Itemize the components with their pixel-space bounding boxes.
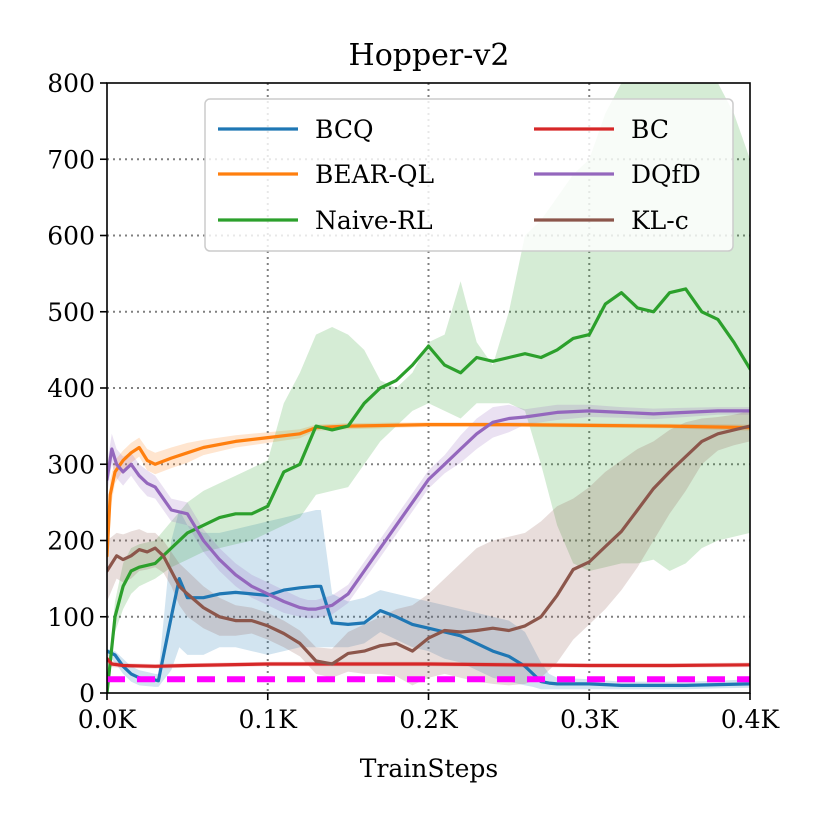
- axis-ticks: 0.0K 0.1K 0.2K 0.3K 0.4K 0 100 200 300 400 500 600 7…: [47, 69, 780, 734]
- y-tick-label: 700: [47, 145, 95, 174]
- x-tick-label: 0.4K: [721, 705, 781, 734]
- legend-label-bc: BC: [631, 115, 669, 144]
- y-tick-label: 100: [47, 603, 95, 632]
- line-bcq: [107, 576, 750, 688]
- line-dqfd: [107, 409, 750, 611]
- x-tick-label: 0.1K: [239, 705, 299, 734]
- line-bear-ql: [107, 423, 750, 558]
- legend-label-naive-rl: Naive-RL: [315, 206, 433, 235]
- band-bcq: [107, 510, 750, 690]
- chart-title: Hopper-v2: [349, 38, 510, 73]
- legend: BCQ BEAR-QL Naive-RL BC DQfD KL-c: [204, 98, 734, 252]
- legend-label-bcq: BCQ: [315, 115, 373, 144]
- line-bc: [107, 657, 750, 668]
- y-tick-label: 500: [47, 298, 95, 327]
- legend-label-kl-c: KL-c: [631, 206, 689, 235]
- y-tick-label: 600: [47, 222, 95, 251]
- y-tick-label: 0: [79, 679, 95, 708]
- legend-label-dqfd: DQfD: [631, 160, 701, 189]
- legend-label-bear-ql: BEAR-QL: [315, 160, 434, 189]
- band-kl-c: [107, 410, 750, 686]
- y-tick-label: 800: [47, 69, 95, 98]
- x-axis-label: TrainSteps: [360, 754, 498, 783]
- line-naive-rl: [107, 287, 750, 693]
- x-tick-label: 0.0K: [78, 705, 138, 734]
- y-tick-label: 200: [47, 527, 95, 556]
- x-tick-label: 0.3K: [560, 705, 620, 734]
- legend-box: [204, 98, 734, 252]
- x-tick-label: 0.2K: [399, 705, 459, 734]
- line-kl-c: [107, 424, 750, 666]
- y-tick-label: 400: [47, 374, 95, 403]
- series-lines: [107, 287, 750, 693]
- y-tick-label: 300: [47, 450, 95, 479]
